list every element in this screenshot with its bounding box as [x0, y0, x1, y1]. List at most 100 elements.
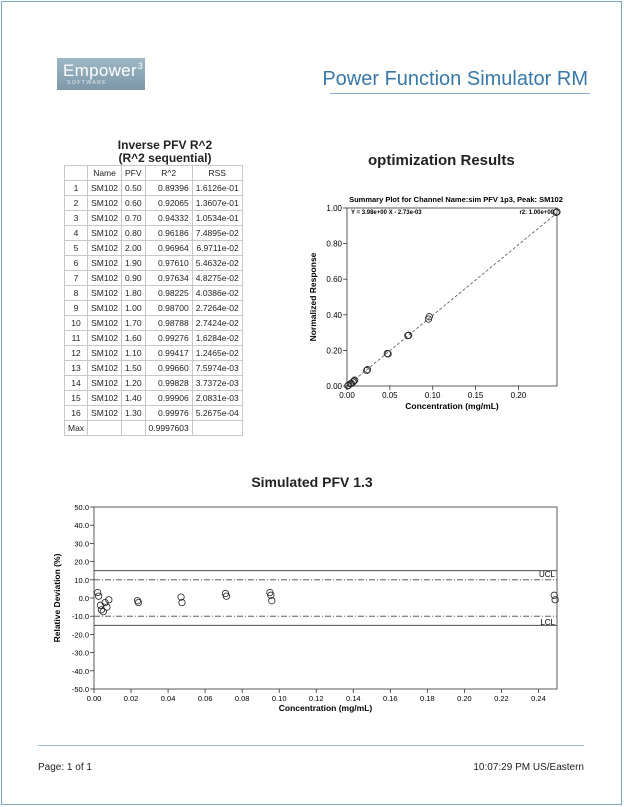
- table-cell-row-index: 10: [63, 315, 89, 331]
- table-row: 10 SM102 1.70 0.98788 2.7424e-02: [63, 315, 243, 331]
- table-header-row: Name PFV R^2 RSS: [63, 165, 243, 181]
- table-cell-row-r2: 0.97610: [144, 255, 193, 271]
- y-tick-label: 10.0: [74, 576, 89, 585]
- table-cell-row-r2: 0.99906: [144, 390, 193, 406]
- data-point: [177, 593, 185, 601]
- table-cell-row-index: 5: [63, 240, 89, 256]
- table-cell-row-name: SM102: [87, 300, 122, 316]
- data-point: [551, 596, 559, 604]
- table-cell-row-rss: 2.0831e-03: [191, 390, 243, 406]
- table-cell-row-pfv: 1.20: [121, 375, 146, 391]
- table-cell-row-pfv: 1.70: [121, 315, 146, 331]
- x-tick-label: 0.20: [511, 391, 527, 400]
- pfv-table: Name PFV R^2 RSS 1 SM102 0.50 0.89396 1.6126e-0…: [63, 165, 243, 436]
- y-tick-label: -20.0: [72, 630, 89, 639]
- table-cell-row-index: 12: [63, 345, 89, 361]
- table-header-index: [63, 165, 89, 181]
- x-axis-label: Concentration (mg/mL): [279, 703, 373, 713]
- table-cell-row-pfv: 1.40: [121, 390, 146, 406]
- table-cell-row-name: SM102: [87, 255, 122, 271]
- fit-line: [346, 212, 558, 387]
- table-cell-row-pfv: 0.90: [121, 270, 146, 286]
- table-cell-row-index: 1: [63, 180, 89, 196]
- y-tick-label: 0.20: [326, 346, 342, 355]
- ucl-label: UCL: [539, 570, 556, 579]
- y-tick-label: 1.00: [326, 204, 342, 213]
- x-tick-label: 0.00: [339, 391, 355, 400]
- table-header-r2: R^2: [144, 165, 193, 181]
- table-cell-row-index: 9: [63, 300, 89, 316]
- x-tick-label: 0.08: [235, 694, 250, 703]
- x-tick-label: 0.04: [161, 694, 176, 703]
- table-cell-row-pfv: 0.60: [121, 195, 146, 211]
- simulated-title: Simulated PFV 1.3: [251, 474, 373, 490]
- y-tick-label: 0.40: [326, 311, 342, 320]
- table-cell-row-rss: 5.4632e-02: [191, 255, 243, 271]
- data-point: [351, 376, 359, 384]
- calibration-plot: Summary Plot for Channel Name:sim PFV 1p…: [308, 195, 563, 411]
- x-tick-label: 0.05: [382, 391, 398, 400]
- table-row: 3 SM102 0.70 0.94332 1.0534e-01: [63, 210, 243, 226]
- calibration-plot-frame: [346, 207, 558, 387]
- table-cell-row-rss: 7.4895e-02: [191, 225, 243, 241]
- data-point: [550, 591, 558, 599]
- table-cell-row-rss: 1.6126e-01: [191, 180, 243, 196]
- x-tick-label: 0.20: [457, 694, 472, 703]
- table-cell-row-name: SM102: [87, 240, 122, 256]
- report-title: Power Function Simulator RM: [322, 68, 588, 90]
- logo-subtext: SOFTWARE: [67, 80, 108, 86]
- table-cell-row-pfv: 1.90: [121, 255, 146, 271]
- table-cell-row-r2: 0.89396: [144, 180, 193, 196]
- data-point: [95, 592, 103, 600]
- data-point: [383, 349, 391, 358]
- data-point: [94, 588, 102, 597]
- y-tick-label: 0.0: [79, 594, 89, 603]
- table-cell-row-name: SM102: [87, 180, 122, 196]
- data-point: [134, 598, 143, 607]
- table-cell-row-index: 16: [63, 405, 89, 421]
- table-cell-row-r2: 0.98700: [144, 300, 193, 316]
- data-point: [363, 366, 371, 375]
- table-cell-row-index: 6: [63, 255, 89, 271]
- table-row: 15 SM102 1.40 0.99906 2.0831e-03: [63, 390, 243, 406]
- table-cell-row-rss: 5.2675e-04: [191, 405, 243, 421]
- table-cell-row-rss: [191, 420, 243, 436]
- y-axis-label: Normalized Response: [308, 252, 318, 341]
- r2-value: r2: 1.00e+00: [519, 210, 554, 216]
- table-cell-row-pfv: [121, 420, 146, 436]
- table-cell-row-name: SM102: [87, 210, 122, 226]
- table-cell-row-pfv: 1.30: [121, 405, 146, 421]
- table-cell-row-pfv: 0.70: [121, 210, 146, 226]
- table-cell-row-r2: 0.98788: [144, 315, 193, 331]
- table-cell-row-pfv: 1.10: [121, 345, 146, 361]
- table-cell-row-index: 8: [63, 285, 89, 301]
- table-header-pfv: PFV: [121, 165, 146, 181]
- data-point: [97, 606, 106, 614]
- data-point: [101, 598, 109, 607]
- y-tick-label: 20.0: [74, 558, 89, 567]
- y-tick-label: 50.0: [74, 503, 89, 512]
- table-cell-row-name: SM102: [87, 195, 122, 211]
- logo-text: Empower: [63, 61, 137, 80]
- table-cell-row-pfv: 1.50: [121, 360, 146, 376]
- y-tick-label: -10.0: [72, 612, 89, 621]
- table-cell-row-rss: 3.7372e-03: [191, 375, 243, 391]
- table-cell-row-name: SM102: [87, 345, 122, 361]
- table-cell-row-pfv: 0.80: [121, 225, 146, 241]
- y-axis-label: Relative Deviation (%): [52, 553, 62, 642]
- table-cell-row-index: Max: [63, 420, 89, 436]
- table-row: 6 SM102 1.90 0.97610 5.4632e-02: [63, 255, 243, 271]
- empower-logo: Empower3 SOFTWARE: [57, 58, 145, 90]
- table-row: 13 SM102 1.50 0.99660 7.5974e-03: [63, 360, 243, 376]
- table-row: 1 SM102 0.50 0.89396 1.6126e-01: [63, 180, 243, 196]
- footer-divider: [38, 745, 584, 746]
- table-cell-row-r2: 0.99976: [144, 405, 193, 421]
- table-row: 11 SM102 1.60 0.99276 1.6284e-02: [63, 330, 243, 346]
- x-tick-label: 0.18: [420, 694, 435, 703]
- table-cell-row-index: 7: [63, 270, 89, 286]
- x-tick-label: 0.24: [531, 694, 546, 703]
- data-point: [552, 208, 560, 217]
- deviation-plot-frame: [93, 506, 558, 690]
- data-point: [178, 598, 186, 607]
